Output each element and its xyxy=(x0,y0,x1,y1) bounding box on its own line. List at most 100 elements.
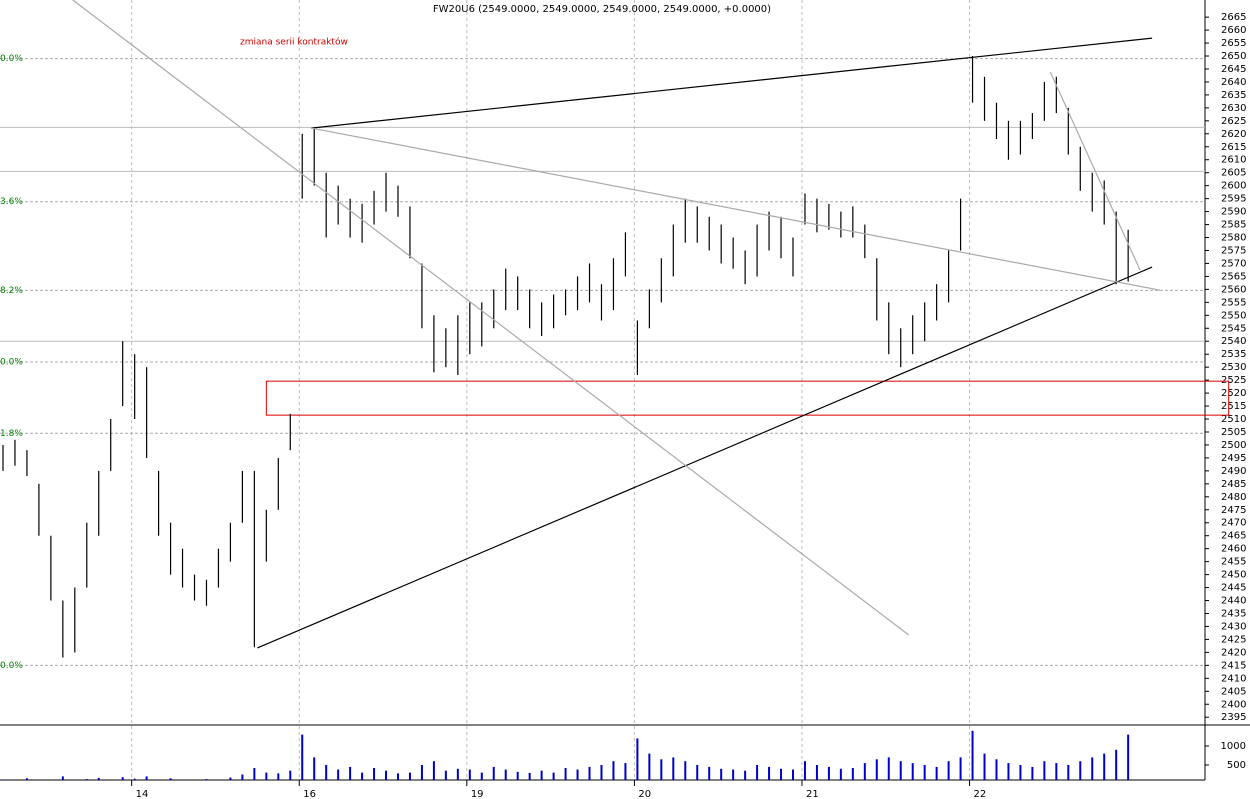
volume-bar xyxy=(157,779,160,780)
fib-label: 8.2% xyxy=(0,286,23,296)
y-tick-label: 2565 xyxy=(1221,271,1246,282)
volume-bar xyxy=(552,772,555,780)
y-tick-label: 2475 xyxy=(1221,505,1246,516)
volume-bar xyxy=(396,773,399,780)
volume-bar xyxy=(420,765,423,780)
y-tick-label: 2470 xyxy=(1221,518,1246,529)
volume-bar xyxy=(1043,761,1046,780)
trend-line xyxy=(257,266,1153,649)
volume-bar xyxy=(97,777,100,780)
volume-bar xyxy=(121,777,124,780)
volume-bar xyxy=(253,768,256,780)
volume-bar xyxy=(504,769,507,780)
y2-tick-label: 500 xyxy=(1227,760,1246,771)
volume-bar xyxy=(313,757,316,780)
volume-bar xyxy=(337,769,340,780)
y-tick-label: 2485 xyxy=(1221,479,1246,490)
volume-bar xyxy=(636,738,639,780)
volume-bar xyxy=(899,761,902,780)
volume-bar xyxy=(995,759,998,780)
volume-bar xyxy=(265,772,268,780)
y-tick-label: 2530 xyxy=(1221,362,1246,373)
volume-bar xyxy=(744,770,747,780)
volume-bar xyxy=(672,757,675,780)
y-tick-label: 2455 xyxy=(1221,557,1246,568)
y-tick-label: 2665 xyxy=(1221,12,1246,23)
volume-bar xyxy=(935,766,938,780)
volume-bar xyxy=(1019,765,1022,780)
y-tick-label: 2540 xyxy=(1221,336,1246,347)
y-tick-label: 2460 xyxy=(1221,544,1246,555)
volume-bar xyxy=(947,761,950,780)
zone-rect xyxy=(265,380,1230,416)
fib-label: 0.0% xyxy=(0,54,23,64)
volume-bar xyxy=(325,765,328,780)
y-tick-label: 2520 xyxy=(1221,388,1246,399)
y-tick-label: 2640 xyxy=(1221,77,1246,88)
volume-bar xyxy=(875,759,878,780)
y-tick-label: 2650 xyxy=(1221,51,1246,62)
volume-bar xyxy=(25,778,28,780)
y-tick-label: 2525 xyxy=(1221,375,1246,386)
y-tick-label: 2430 xyxy=(1221,621,1246,632)
volume-bar xyxy=(923,765,926,780)
y-tick-label: 2535 xyxy=(1221,349,1246,360)
volume-bar xyxy=(373,768,376,780)
volume-bar xyxy=(1031,766,1034,780)
volume-bar xyxy=(791,769,794,780)
y-tick-label: 2445 xyxy=(1221,583,1246,594)
volume-bar xyxy=(289,770,292,780)
volume-bar xyxy=(61,776,64,780)
volume-bar xyxy=(983,753,986,780)
y-tick-label: 2415 xyxy=(1221,660,1246,671)
volume-bar xyxy=(1091,757,1094,780)
volume-bar xyxy=(516,771,519,780)
y-tick-label: 2440 xyxy=(1221,596,1246,607)
y-tick-label: 2595 xyxy=(1221,194,1246,205)
volume-bar xyxy=(85,779,88,780)
volume-bar xyxy=(1007,763,1010,780)
volume-bar xyxy=(660,759,663,780)
y-tick-label: 2600 xyxy=(1221,181,1246,192)
volume-bar xyxy=(959,757,962,780)
volume-bar xyxy=(277,773,280,780)
y-tick-label: 2660 xyxy=(1221,25,1246,36)
volume-bar xyxy=(720,768,723,780)
x-tick-label: 14 xyxy=(136,789,149,799)
y-tick-label: 2635 xyxy=(1221,90,1246,101)
y-tick-label: 2405 xyxy=(1221,686,1246,697)
volume-bar xyxy=(803,761,806,780)
y-tick-label: 2435 xyxy=(1221,609,1246,620)
y-tick-label: 2420 xyxy=(1221,647,1246,658)
volume-bar xyxy=(696,765,699,780)
y-tick-label: 2555 xyxy=(1221,297,1246,308)
y-tick-label: 2550 xyxy=(1221,310,1246,321)
volume-bar xyxy=(600,765,603,780)
fib-label: 3.6% xyxy=(0,197,23,207)
y-tick-label: 2585 xyxy=(1221,220,1246,231)
volume-bar xyxy=(863,763,866,780)
y-tick-label: 2495 xyxy=(1221,453,1246,464)
volume-bar xyxy=(780,768,783,780)
y-tick-label: 2450 xyxy=(1221,570,1246,581)
volume-bar xyxy=(1079,761,1082,780)
x-tick-label: 16 xyxy=(303,789,316,799)
volume-bar xyxy=(1115,749,1118,780)
trend-line xyxy=(311,37,1153,129)
volume-bar xyxy=(612,761,615,780)
y-tick-label: 2570 xyxy=(1221,258,1246,269)
volume-bar xyxy=(851,768,854,780)
volume-bar xyxy=(456,768,459,780)
volume-bar xyxy=(839,768,842,780)
y-tick-label: 2655 xyxy=(1221,38,1246,49)
x-tick-label: 19 xyxy=(471,789,484,799)
volume-bar xyxy=(1067,765,1070,780)
volume-bar xyxy=(145,776,148,780)
volume-bar xyxy=(432,761,435,780)
y-tick-label: 2620 xyxy=(1221,129,1246,140)
volume-bar xyxy=(349,766,352,780)
y-tick-label: 2605 xyxy=(1221,168,1246,179)
volume-bar xyxy=(887,757,890,780)
y-tick-label: 2560 xyxy=(1221,284,1246,295)
